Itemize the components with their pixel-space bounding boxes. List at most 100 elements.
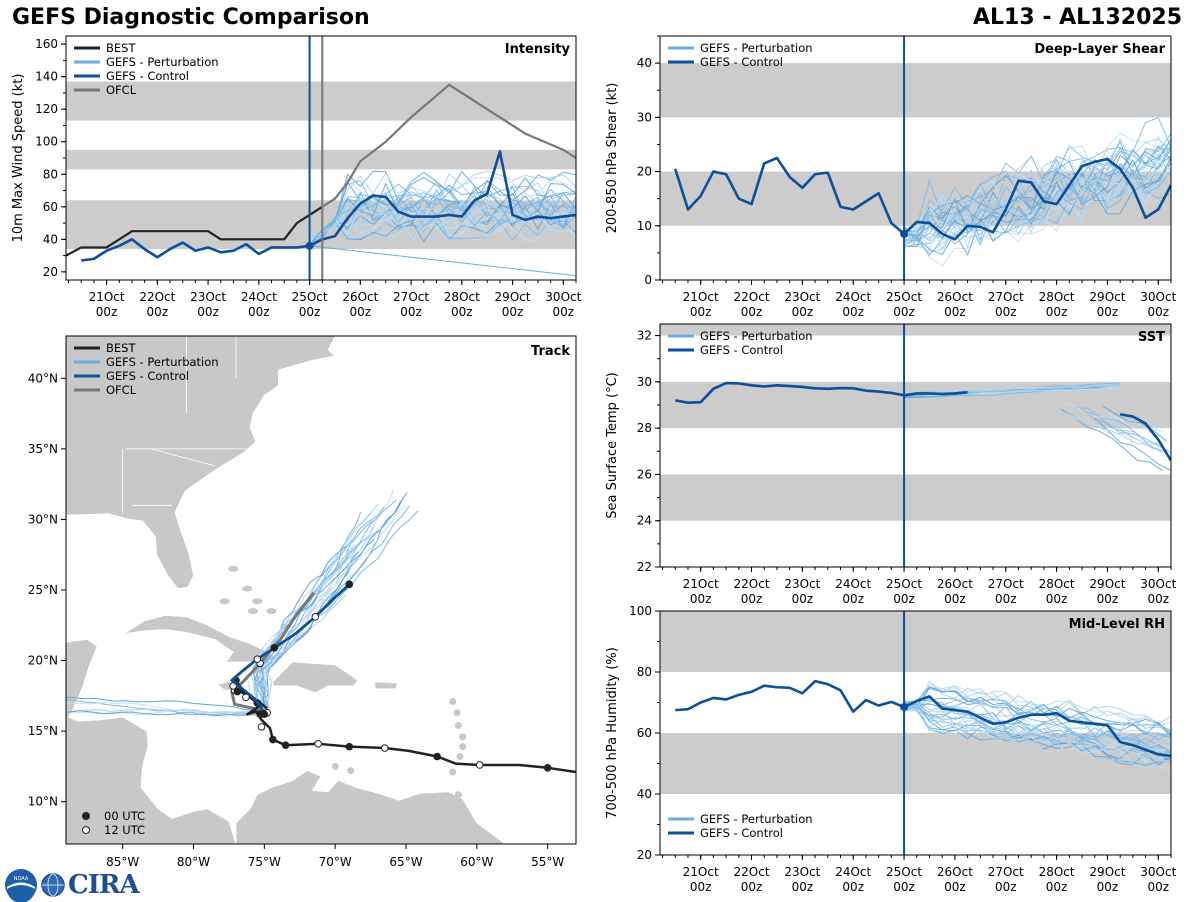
track-title: Track bbox=[531, 344, 570, 359]
intensity-xtick-label: 22Oct bbox=[139, 290, 175, 304]
panel-sst: 22242628303221Oct00z22Oct00z23Oct00z24Oc… bbox=[605, 323, 1177, 606]
track-best-marker bbox=[281, 741, 290, 750]
shear-xtick-label: 24Oct bbox=[835, 290, 871, 304]
intensity-ytick-label: 60 bbox=[43, 200, 58, 214]
intensity-perturbation-line bbox=[309, 195, 576, 246]
sst-perturbation-line bbox=[1057, 410, 1160, 446]
rh-xtick-label: 28Oct bbox=[1039, 865, 1075, 879]
track-control-marker bbox=[311, 613, 320, 621]
track-control-marker bbox=[270, 644, 279, 652]
bahamas-island bbox=[252, 598, 263, 605]
track-best-marker bbox=[314, 740, 322, 748]
shear-frame bbox=[659, 35, 1172, 281]
panel-shear: 01020304021Oct00z22Oct00z23Oct00z24Oct00… bbox=[605, 35, 1177, 319]
track-xtick-label: 55°W bbox=[531, 855, 564, 869]
bahamas-island bbox=[248, 608, 258, 615]
intensity-xtick-label: 24Oct bbox=[241, 290, 277, 304]
intensity-legend-label: OFCL bbox=[106, 83, 137, 97]
track-legend-label: GEFS - Control bbox=[106, 369, 189, 383]
sst-perturbation-line bbox=[1081, 408, 1171, 453]
rh-xtick-label: 24Oct bbox=[835, 865, 871, 879]
track-best-marker bbox=[257, 723, 266, 731]
intensity-ytick-label: 20 bbox=[43, 265, 58, 279]
intensity-perturbation-line bbox=[309, 212, 576, 248]
sst-ytick-label: 32 bbox=[637, 329, 652, 343]
cuba-land bbox=[123, 614, 277, 663]
storm-id: AL13 - AL132025 bbox=[973, 5, 1182, 30]
rh-series-gefs-control bbox=[675, 679, 1171, 758]
track-ofcl bbox=[230, 591, 316, 715]
shear-xtick-label: 26Oct bbox=[937, 290, 973, 304]
intensity-ytick-label: 160 bbox=[35, 37, 58, 51]
noaa-logo-text: NOAA bbox=[14, 876, 29, 882]
sst-perturbation-line bbox=[1072, 414, 1163, 454]
track-control-marker bbox=[345, 580, 354, 589]
track-legend-label: OFCL bbox=[106, 383, 137, 397]
shear-perturbation-line bbox=[903, 138, 1171, 248]
intensity-legend-label: GEFS - Control bbox=[106, 69, 189, 83]
shear-ytick-label: 20 bbox=[637, 165, 652, 179]
rh-xtick-label: 22Oct bbox=[734, 865, 770, 879]
panel-intensity: 2040608010012014016021Oct00z22Oct00z23Oc… bbox=[11, 35, 582, 319]
intensity-xtick-label: 00z bbox=[502, 305, 524, 319]
sst-ytick-label: 30 bbox=[637, 375, 652, 389]
track-ytick-label: 20°N bbox=[28, 654, 58, 668]
sst-series-gefs-control-forecast- bbox=[1119, 412, 1171, 462]
noaa-logo-icon: NOAA bbox=[5, 869, 37, 902]
rh-xtick-label: 00z bbox=[741, 880, 763, 894]
intensity-perturbation-line bbox=[309, 207, 576, 243]
rh-ytick-label: 100 bbox=[629, 604, 652, 618]
rh-xtick-label: 00z bbox=[1046, 880, 1068, 894]
rh-perturbation-line bbox=[903, 699, 1171, 762]
shear-xtick-label: 25Oct bbox=[886, 290, 922, 304]
sst-xtick-label: 00z bbox=[995, 592, 1017, 606]
track-best-marker bbox=[233, 687, 242, 696]
track-best-marker bbox=[345, 742, 354, 751]
sst-ytick-label: 24 bbox=[637, 514, 652, 528]
track-best-marker bbox=[242, 693, 250, 702]
intensity-xtick-label: 21Oct bbox=[89, 290, 125, 304]
sst-series-gefs-control-analysis- bbox=[675, 381, 968, 404]
rh-xtick-label: 29Oct bbox=[1089, 865, 1125, 879]
shear-ytick-label: 10 bbox=[637, 219, 652, 233]
panel-track: 85°W 80°W 75°W 70°W 65°W 60°W 55°W 10°N 15°N 20°N… bbox=[28, 335, 577, 869]
intensity-band bbox=[66, 81, 576, 121]
intensity-xtick-label: 00z bbox=[248, 305, 270, 319]
bahamas-island bbox=[242, 585, 253, 592]
intensity-ytick-label: 140 bbox=[35, 70, 58, 84]
page-title: GEFS Diagnostic Comparison bbox=[12, 5, 370, 30]
lesser-antilles-island bbox=[456, 753, 464, 761]
rh-xtick-label: 00z bbox=[944, 880, 966, 894]
intensity-series-ofcl bbox=[321, 83, 576, 208]
track-perturbation-line bbox=[66, 709, 268, 716]
track-xtick-label: 70°W bbox=[319, 855, 352, 869]
track-map-area bbox=[66, 336, 576, 844]
rh-ytick-label: 80 bbox=[637, 665, 652, 679]
intensity-band bbox=[66, 149, 576, 170]
shear-xtick-label: 00z bbox=[1097, 305, 1119, 319]
shear-ytick-label: 30 bbox=[637, 110, 652, 124]
intensity-title: Intensity bbox=[505, 42, 571, 57]
intensity-xtick-label: 00z bbox=[147, 305, 169, 319]
track-legend-label: BEST bbox=[106, 341, 136, 355]
track-best-marker bbox=[380, 744, 389, 752]
lesser-antilles-island bbox=[459, 743, 467, 751]
intensity-perturbation-line bbox=[309, 204, 576, 244]
logos: NOAA CIRA bbox=[4, 868, 140, 902]
track-best bbox=[231, 679, 576, 774]
intensity-legend-label: GEFS - Perturbation bbox=[106, 55, 219, 69]
intensity-ytick-label: 80 bbox=[43, 167, 58, 181]
track-marker-legend-label: 00 UTC bbox=[104, 809, 145, 823]
track-xtick-label: 60°W bbox=[460, 855, 493, 869]
rh-plot-area bbox=[660, 611, 1171, 794]
shear-xtick-label: 22Oct bbox=[734, 290, 770, 304]
intensity-perturbation-line bbox=[309, 188, 576, 246]
track-marker-legend-symbol bbox=[82, 826, 90, 834]
bahamas-island bbox=[219, 598, 230, 605]
lesser-antilles-island bbox=[331, 762, 339, 770]
intensity-perturbation-line bbox=[309, 182, 576, 246]
track-perturbation-line bbox=[253, 560, 334, 714]
shear-perturbation-line bbox=[903, 117, 1171, 232]
lesser-antilles-island bbox=[454, 791, 462, 799]
track-perturbation-line bbox=[263, 504, 408, 716]
